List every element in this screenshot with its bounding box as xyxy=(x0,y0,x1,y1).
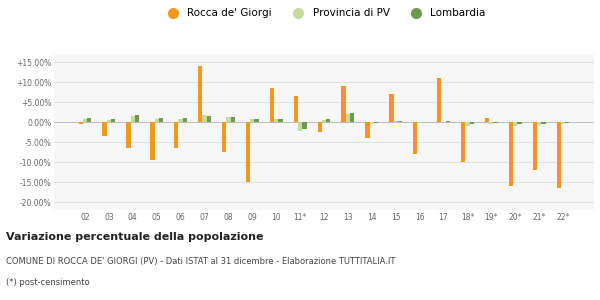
Bar xyxy=(341,86,346,122)
Bar xyxy=(374,122,378,123)
Bar xyxy=(509,122,513,186)
Bar xyxy=(470,122,474,124)
Bar xyxy=(298,122,302,131)
Text: Variazione percentuale della popolazione: Variazione percentuale della popolazione xyxy=(6,232,263,242)
Bar xyxy=(326,119,331,122)
Text: COMUNE DI ROCCA DE' GIORGI (PV) - Dati ISTAT al 31 dicembre - Elaborazione TUTTI: COMUNE DI ROCCA DE' GIORGI (PV) - Dati I… xyxy=(6,257,395,266)
Bar xyxy=(135,115,139,122)
Bar xyxy=(79,122,83,124)
Bar xyxy=(302,122,307,129)
Bar xyxy=(437,78,442,122)
Text: (*) post-censimento: (*) post-censimento xyxy=(6,278,89,287)
Bar xyxy=(107,120,111,122)
Bar xyxy=(83,119,87,122)
Bar xyxy=(541,122,545,124)
Bar xyxy=(465,122,470,126)
Bar xyxy=(198,66,202,122)
Bar xyxy=(87,118,91,122)
Bar xyxy=(485,118,489,122)
Bar xyxy=(183,118,187,122)
Bar xyxy=(293,96,298,122)
Bar xyxy=(150,122,155,160)
Bar xyxy=(159,118,163,122)
Bar xyxy=(517,122,521,124)
Bar xyxy=(278,119,283,122)
Bar xyxy=(226,117,230,122)
Bar xyxy=(513,122,517,126)
Bar xyxy=(127,122,131,148)
Bar xyxy=(274,119,278,122)
Bar xyxy=(493,122,498,123)
Bar xyxy=(394,121,398,122)
Bar xyxy=(370,122,374,124)
Bar xyxy=(250,119,254,122)
Bar xyxy=(461,122,465,162)
Bar xyxy=(489,122,493,124)
Bar xyxy=(246,122,250,182)
Bar xyxy=(254,119,259,122)
Bar xyxy=(103,122,107,136)
Bar xyxy=(317,122,322,132)
Bar xyxy=(446,121,450,122)
Bar xyxy=(346,114,350,122)
Bar xyxy=(222,122,226,152)
Bar xyxy=(322,120,326,122)
Bar xyxy=(202,115,206,122)
Bar xyxy=(418,122,422,123)
Bar xyxy=(230,117,235,122)
Bar xyxy=(398,121,402,122)
Bar xyxy=(178,119,183,122)
Bar xyxy=(557,122,561,188)
Legend: Rocca de' Giorgi, Provincia di PV, Lombardia: Rocca de' Giorgi, Provincia di PV, Lomba… xyxy=(163,8,485,18)
Bar xyxy=(270,88,274,122)
Bar xyxy=(537,122,541,125)
Bar xyxy=(533,122,537,170)
Bar xyxy=(155,119,159,122)
Bar xyxy=(365,122,370,138)
Bar xyxy=(413,122,418,154)
Bar xyxy=(389,94,394,122)
Bar xyxy=(561,122,565,124)
Bar xyxy=(111,119,115,122)
Bar xyxy=(131,116,135,122)
Bar xyxy=(206,116,211,122)
Bar xyxy=(174,122,178,148)
Bar xyxy=(350,113,355,122)
Bar xyxy=(565,122,569,123)
